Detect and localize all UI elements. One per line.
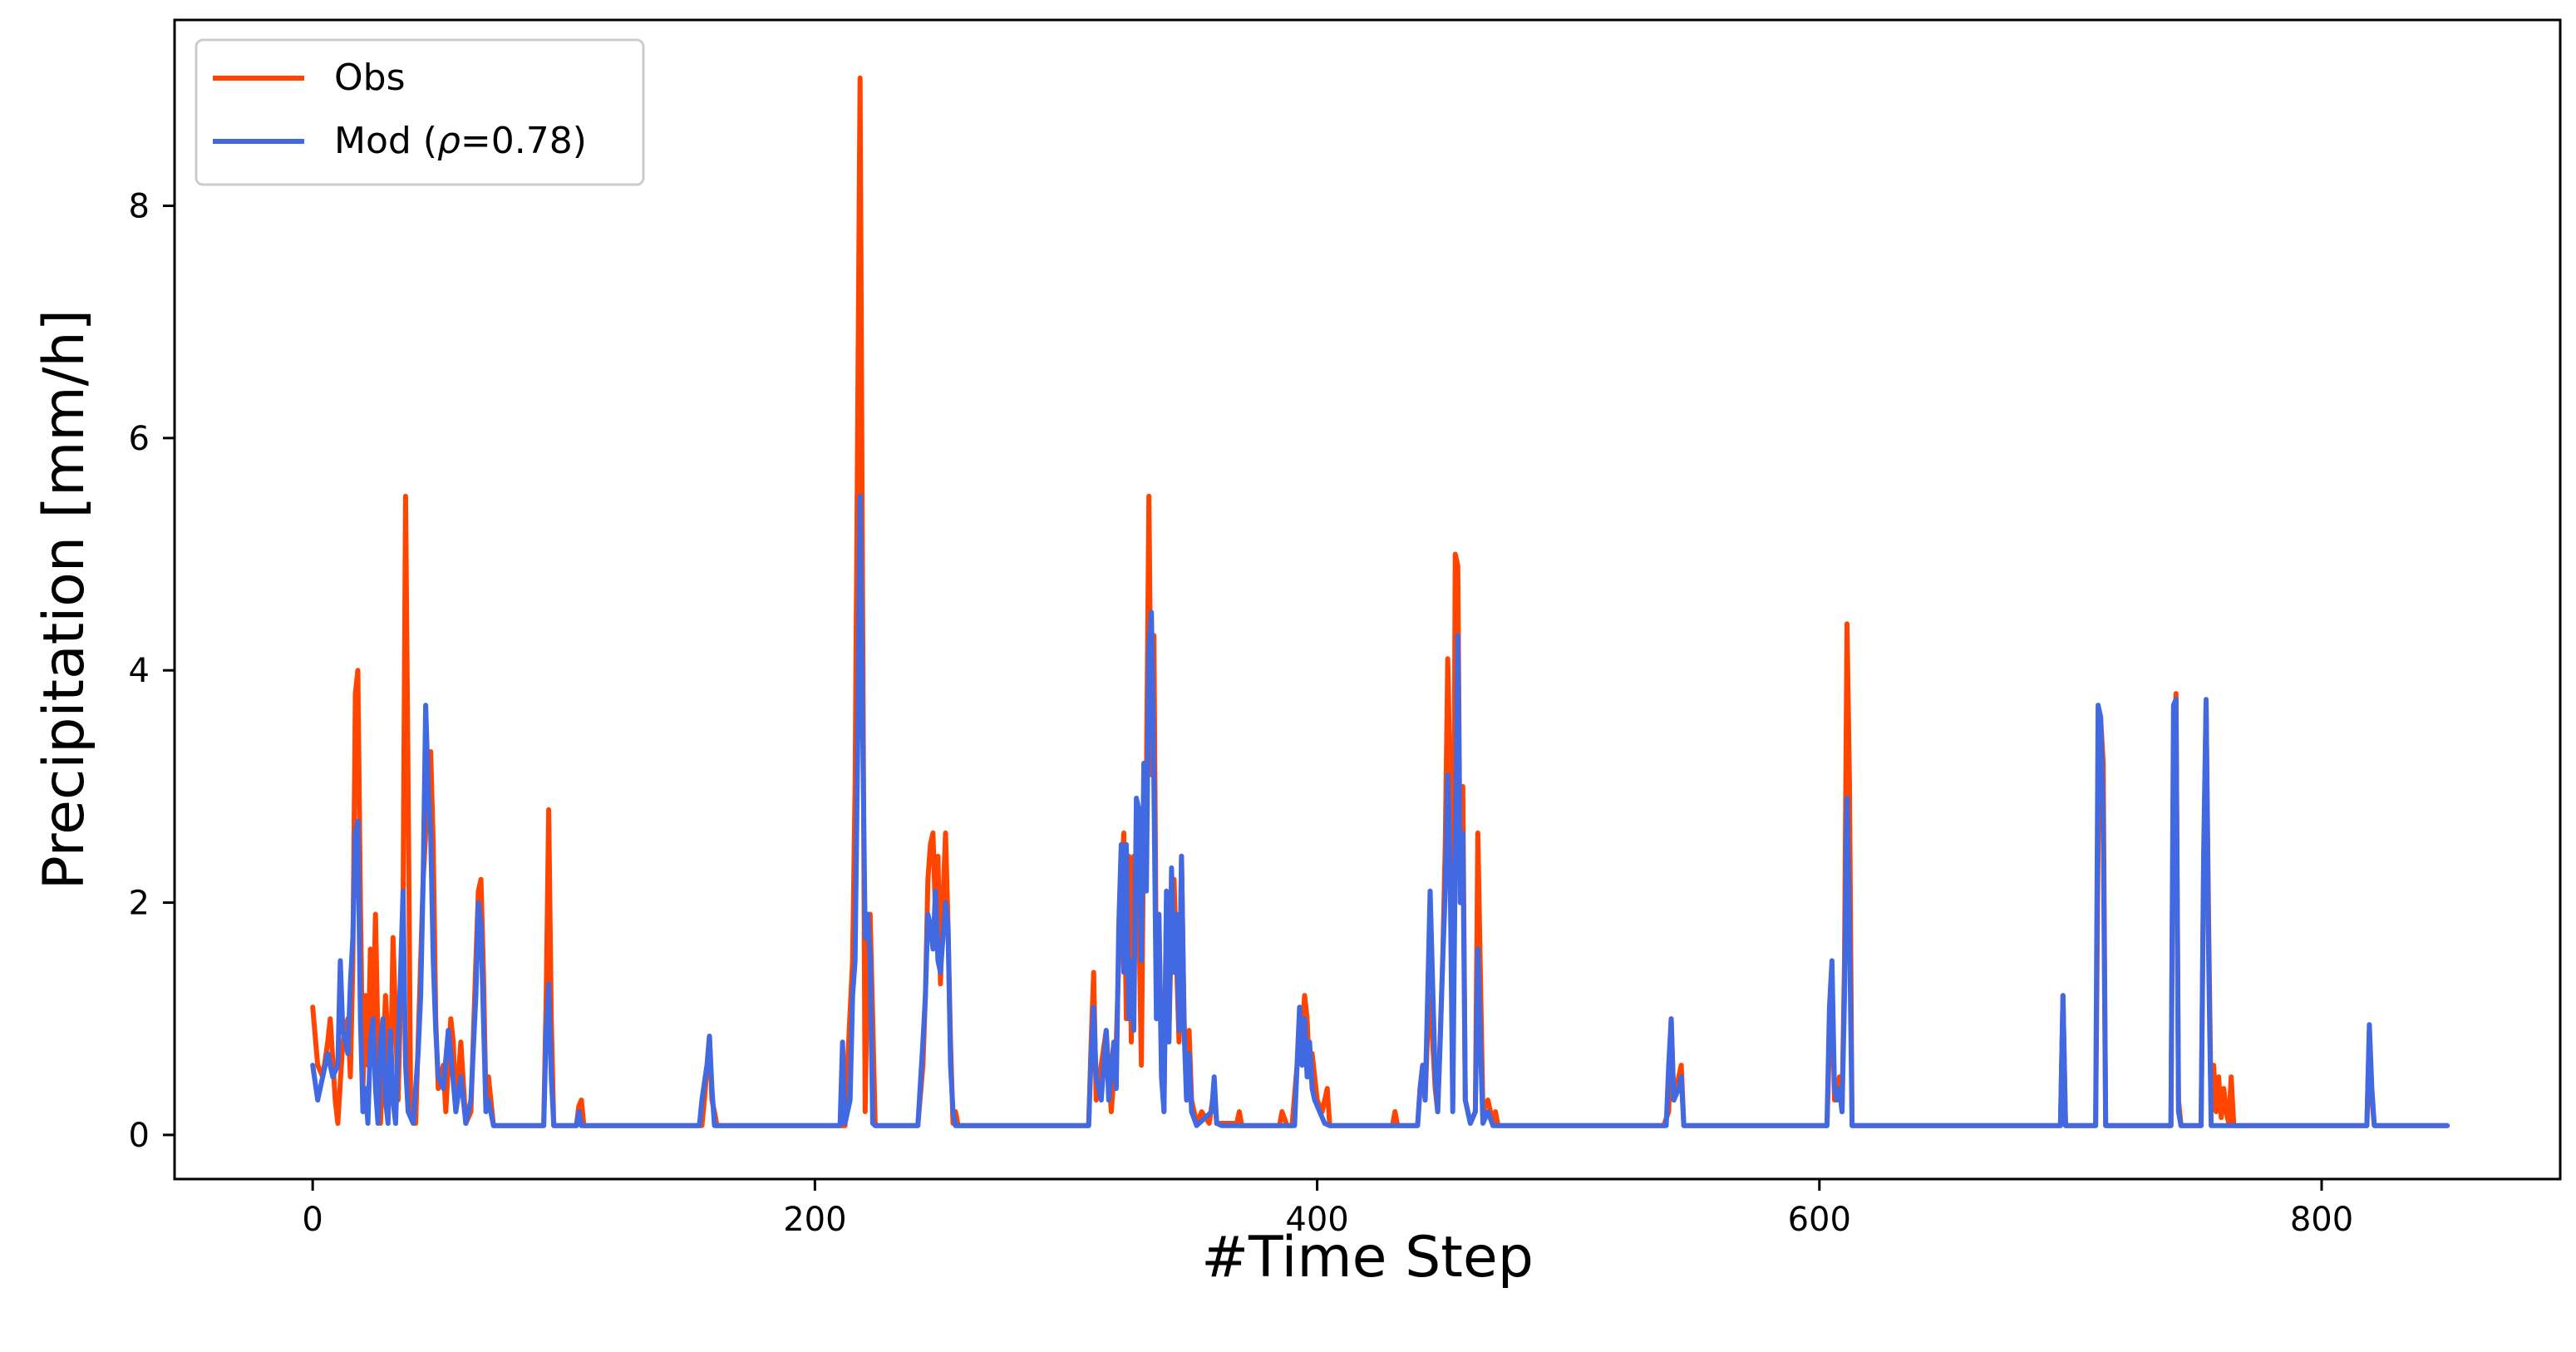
y-tick-label: 0 bbox=[129, 1117, 150, 1155]
x-tick-label: 400 bbox=[1285, 1201, 1348, 1239]
x-tick-label: 600 bbox=[1788, 1201, 1851, 1239]
x-tick-label: 800 bbox=[2290, 1201, 2353, 1239]
y-tick-label: 6 bbox=[129, 420, 150, 458]
series-group bbox=[310, 75, 2450, 1128]
x-tick-label: 200 bbox=[783, 1201, 846, 1239]
legend: Obs Mod (ρ=0.78) bbox=[195, 38, 645, 186]
legend-label-obs: Obs bbox=[334, 57, 406, 99]
series-line-mod bbox=[310, 493, 2450, 1128]
plot-area bbox=[175, 20, 2560, 1179]
x-axis-title: #Time Step bbox=[1201, 1225, 1534, 1290]
y-axis-ticks: 0 2 4 6 8 bbox=[129, 187, 175, 1155]
y-tick-label: 8 bbox=[129, 187, 150, 225]
y-axis-title: Precipitation [mm/h] bbox=[32, 309, 97, 890]
plot-frame bbox=[173, 18, 2562, 1181]
x-axis-ticks: 0 200 400 600 800 bbox=[302, 1179, 2353, 1239]
y-tick-label: 4 bbox=[129, 652, 150, 690]
x-tick-label: 0 bbox=[302, 1201, 323, 1239]
legend-box bbox=[195, 38, 645, 186]
y-tick-label: 2 bbox=[129, 885, 150, 923]
legend-label-mod: Mod (ρ=0.78) bbox=[334, 120, 587, 162]
